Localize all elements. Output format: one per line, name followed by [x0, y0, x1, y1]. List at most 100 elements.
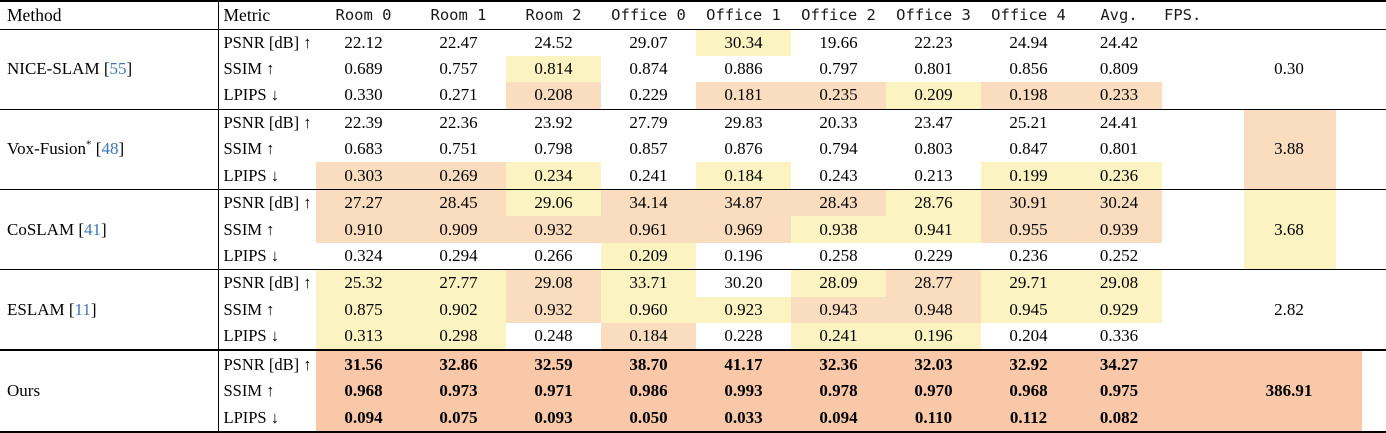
- value-cell: 0.269: [411, 162, 506, 190]
- value-cell: 27.77: [411, 269, 506, 297]
- value-cell: 0.258: [819, 245, 858, 265]
- metric-cell: PSNR [dB] ↑: [223, 32, 312, 52]
- value-cell: 0.252: [1099, 245, 1139, 265]
- value-cell: 29.06: [506, 189, 601, 217]
- citation-link[interactable]: 11: [74, 299, 91, 319]
- column-header-metric: Metric: [223, 4, 271, 25]
- value-cell: 0.910: [316, 216, 411, 243]
- value-cell: 31.56: [316, 350, 411, 379]
- value-cell: 0.094: [316, 404, 411, 432]
- method-name: ESLAM: [7, 299, 65, 319]
- value-cell: 0.968: [316, 378, 411, 405]
- value-cell: 38.70: [601, 350, 696, 379]
- value-cell: 28.77: [886, 269, 981, 297]
- header-row: Method Metric Room 0 Room 1 Room 2 Offic…: [0, 1, 1386, 29]
- value-cell: 0.033: [696, 404, 791, 432]
- value-cell: 0.199: [981, 162, 1076, 190]
- value-cell: 30.24: [1076, 189, 1162, 217]
- value-cell: 0.075: [411, 404, 506, 432]
- value-cell: 0.196: [724, 245, 763, 265]
- value-cell: 0.313: [316, 322, 411, 351]
- method-name: NICE-SLAM: [7, 59, 100, 79]
- method-name: CoSLAM: [7, 219, 75, 239]
- value-cell: 0.184: [601, 322, 696, 351]
- column-header-office3: Office 3: [896, 6, 971, 25]
- citation-link[interactable]: 55: [109, 59, 127, 79]
- fps-cell: 2.82: [1274, 299, 1304, 319]
- value-cell: 23.47: [914, 112, 953, 132]
- value-cell: 23.92: [534, 112, 573, 132]
- method-block: Ours PSNR [dB] ↑ 31.56 32.86 32.59 38.70 41.17…: [0, 350, 1386, 432]
- value-cell: 0.181: [696, 82, 791, 110]
- value-cell: 33.71: [601, 269, 696, 297]
- value-cell: 28.76: [886, 189, 981, 217]
- value-cell: 0.975: [1076, 378, 1162, 405]
- fps-cell: 0.30: [1274, 59, 1304, 79]
- table-row: LPIPS ↓ 0.324 0.294 0.266 0.209 0.196 0.258 0.2…: [0, 242, 1386, 270]
- value-cell: 0.050: [601, 404, 696, 432]
- citation-link[interactable]: 41: [84, 219, 101, 239]
- metric-cell: SSIM ↑: [223, 219, 275, 239]
- column-header-fps: FPS.: [1164, 6, 1202, 25]
- value-cell: 32.86: [411, 350, 506, 379]
- value-cell: 24.94: [1009, 32, 1048, 52]
- value-cell: 0.236: [1076, 162, 1162, 190]
- value-cell: 0.330: [344, 85, 383, 105]
- method-cell: CoSLAM [41]: [0, 189, 219, 270]
- value-cell: 34.27: [1076, 350, 1162, 379]
- method-cell: Ours: [0, 350, 219, 432]
- value-cell: 0.229: [914, 245, 953, 265]
- value-cell: 24.41: [1099, 112, 1139, 132]
- table-row: SSIM ↑ 0.910 0.909 0.932 0.961 0.969 0.938 0.94…: [0, 216, 1386, 243]
- value-cell: 0.874: [629, 59, 668, 79]
- value-cell: 0.196: [886, 322, 981, 351]
- value-cell: 0.973: [411, 378, 506, 405]
- value-cell: 0.941: [886, 216, 981, 243]
- column-header-room0: Room 0: [335, 6, 392, 25]
- table-row: SSIM ↑ 0.689 0.757 0.814 0.874 0.886 0.797 0.80…: [0, 55, 1386, 83]
- value-cell: 0.960: [601, 296, 696, 323]
- table-row: LPIPS ↓ 0.313 0.298 0.248 0.184 0.228 0.241 0.1…: [0, 322, 1386, 351]
- value-cell: 28.43: [791, 189, 886, 217]
- table-row: SSIM ↑ 0.875 0.902 0.932 0.960 0.923 0.943 0.94…: [0, 296, 1386, 323]
- value-cell: 0.209: [886, 82, 981, 110]
- method-block: CoSLAM [41] PSNR [dB] ↑ 27.27 28.45 29.06 34.…: [0, 189, 1386, 270]
- value-cell: 34.87: [696, 189, 791, 217]
- value-cell: 0.798: [534, 139, 573, 159]
- value-cell: 29.08: [506, 269, 601, 297]
- value-cell: 0.909: [411, 216, 506, 243]
- value-cell: 0.801: [914, 59, 953, 79]
- value-cell: 0.235: [791, 82, 886, 110]
- metric-cell: PSNR [dB] ↑: [223, 112, 312, 132]
- value-cell: 0.082: [1076, 404, 1162, 432]
- table-header: Method Metric Room 0 Room 1 Room 2 Offic…: [0, 1, 1386, 29]
- metric-cell: SSIM ↑: [223, 299, 275, 319]
- value-cell: 0.847: [1009, 139, 1048, 159]
- metric-cell: PSNR [dB] ↑: [223, 273, 312, 293]
- value-cell: 32.03: [886, 350, 981, 379]
- metric-cell: LPIPS ↓: [223, 245, 279, 265]
- value-cell: 0.229: [629, 85, 668, 105]
- method-name: Vox-Fusion: [7, 139, 87, 159]
- value-cell: 20.33: [819, 112, 858, 132]
- value-cell: 0.209: [601, 242, 696, 270]
- metric-cell: SSIM ↑: [223, 381, 275, 401]
- value-cell: 0.978: [791, 378, 886, 405]
- metric-cell: LPIPS ↓: [223, 407, 279, 427]
- value-cell: 0.324: [344, 245, 383, 265]
- value-cell: 19.66: [819, 32, 858, 52]
- column-header-office2: Office 2: [801, 6, 876, 25]
- value-cell: 0.886: [724, 59, 763, 79]
- value-cell: 0.945: [981, 296, 1076, 323]
- method-block: ESLAM [11] PSNR [dB] ↑ 25.32 27.77 29.08 33.7…: [0, 269, 1386, 351]
- column-header-room2: Room 2: [525, 6, 582, 25]
- value-cell: 29.08: [1076, 269, 1162, 297]
- value-cell: 0.689: [344, 59, 383, 79]
- value-cell: 29.07: [629, 32, 668, 52]
- value-cell: 25.32: [316, 269, 411, 297]
- citation-link[interactable]: 48: [101, 139, 119, 159]
- fps-cell: 3.88: [1162, 109, 1386, 190]
- method-block: NICE-SLAM [55] PSNR [dB] ↑ 22.12 22.47 24.52…: [0, 29, 1386, 110]
- value-cell: 28.09: [791, 269, 886, 297]
- value-cell: 0.971: [506, 378, 601, 405]
